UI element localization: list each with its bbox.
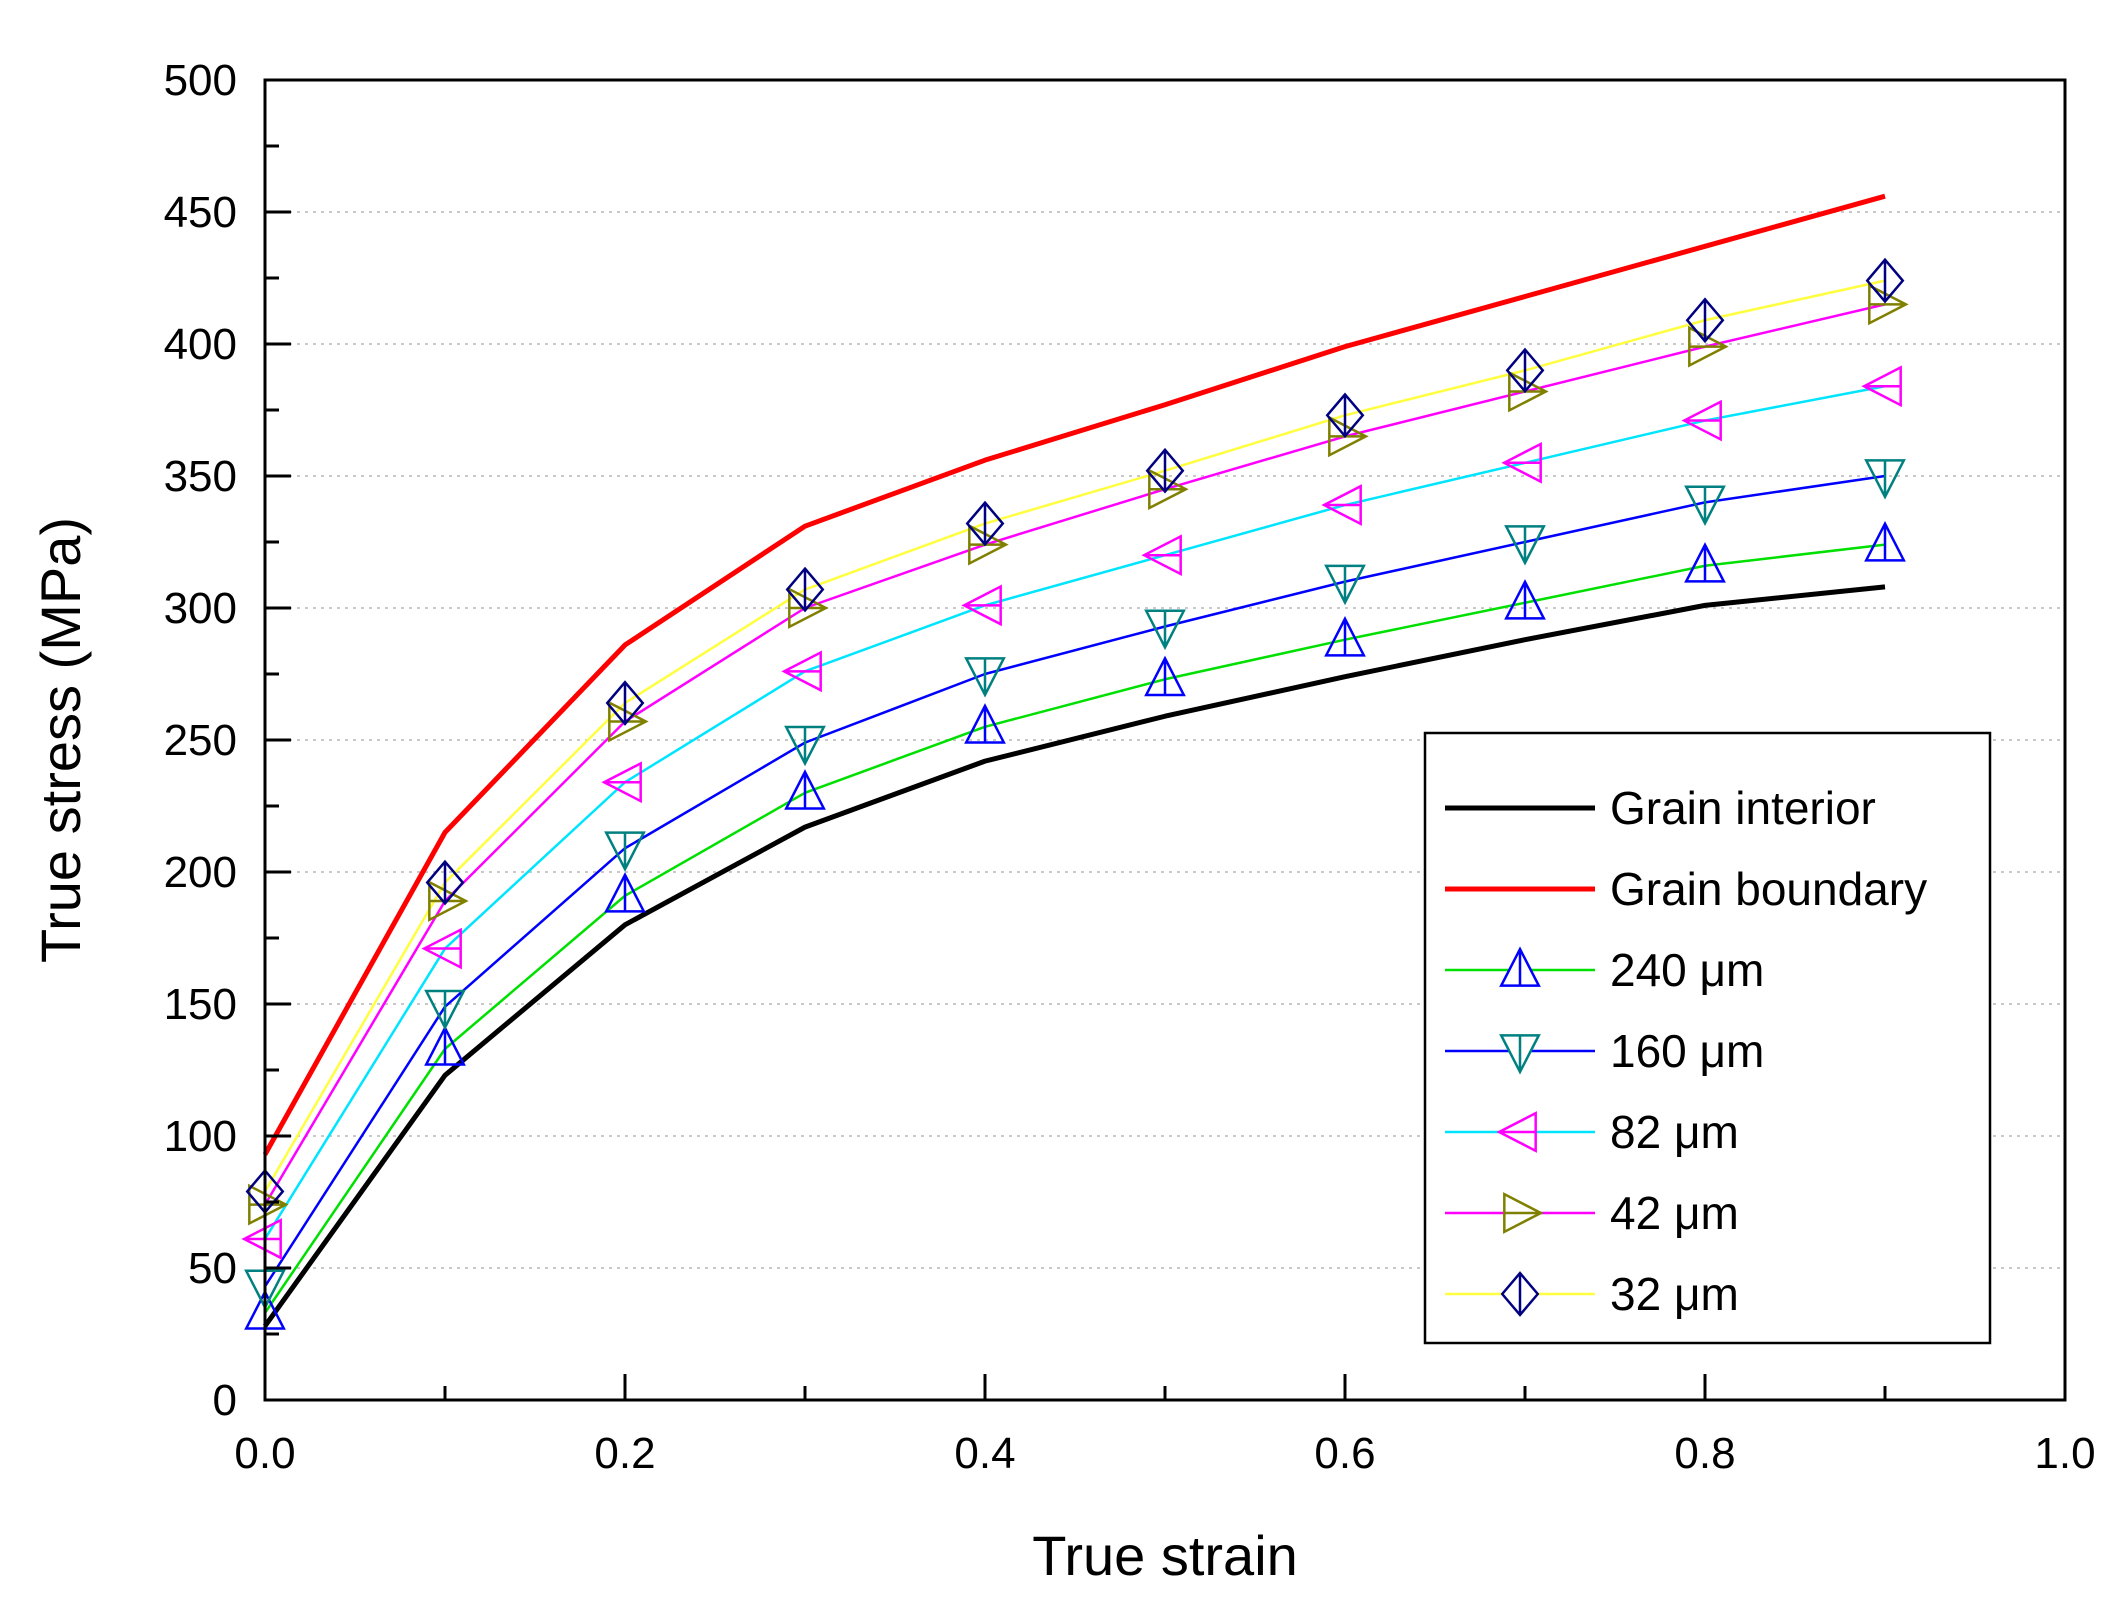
legend-label: 240 μm xyxy=(1610,944,1764,996)
y-tick-label: 450 xyxy=(164,188,237,237)
legend-label: Grain interior xyxy=(1610,782,1876,834)
data-point-marker xyxy=(1684,485,1726,527)
series-line xyxy=(263,543,1886,1314)
data-point-marker xyxy=(1144,609,1186,651)
data-point-marker xyxy=(1868,283,1909,326)
data-point-marker xyxy=(1144,655,1186,697)
y-tick-label: 150 xyxy=(164,980,237,1029)
legend-label: 42 μm xyxy=(1610,1187,1739,1239)
series-line xyxy=(263,303,1886,1206)
series-line xyxy=(262,584,1886,1328)
y-tick-label: 200 xyxy=(164,848,237,897)
y-tick-label: 300 xyxy=(164,584,237,633)
data-point-marker xyxy=(604,831,646,872)
legend-label: 160 μm xyxy=(1610,1025,1764,1077)
legend-marker-swatch xyxy=(1499,1034,1541,1075)
x-axis-title: True strain xyxy=(1032,1524,1298,1587)
data-point-marker xyxy=(1328,415,1369,458)
series-line xyxy=(263,279,1886,1193)
legend-label: 82 μm xyxy=(1610,1106,1739,1158)
legend-marker-swatch xyxy=(1499,946,1541,987)
x-tick-label: 0.2 xyxy=(594,1429,655,1478)
data-point-marker xyxy=(1685,297,1725,344)
series-line xyxy=(263,385,1886,1240)
data-point-marker xyxy=(605,680,645,726)
legend-label: 32 μm xyxy=(1610,1268,1739,1320)
data-point-marker xyxy=(1684,542,1726,583)
data-point-marker xyxy=(1504,579,1546,620)
axes: 0 50 100 150 200 250 300 350 400 450 500 0.0 0.2 0.4 0… xyxy=(164,56,2096,1478)
data-point-marker xyxy=(965,500,1005,547)
data-point-marker xyxy=(1865,257,1905,304)
data-point-marker xyxy=(1864,459,1906,500)
legend-label: Grain boundary xyxy=(1610,863,1927,915)
data-point-marker xyxy=(784,769,826,810)
data-point-marker xyxy=(964,657,1006,698)
x-tick-label: 0.8 xyxy=(1674,1429,1735,1478)
x-tick-label: 0.4 xyxy=(954,1429,1015,1478)
data-point-marker xyxy=(968,523,1009,566)
data-point-marker xyxy=(424,1025,466,1066)
data-point-marker xyxy=(1505,347,1545,394)
x-tick-label: 1.0 xyxy=(2034,1429,2095,1478)
legend-marker-swatch xyxy=(1496,1111,1537,1153)
data-point-marker xyxy=(1504,525,1546,566)
data-point-marker xyxy=(1324,616,1366,657)
data-point-marker xyxy=(1861,365,1902,408)
data-point-marker xyxy=(1508,370,1549,413)
series-line xyxy=(262,193,1886,1156)
y-tick-label: 0 xyxy=(213,1376,237,1425)
data-point-marker xyxy=(601,761,642,804)
series-lines xyxy=(262,193,1886,1328)
data-point-marker xyxy=(421,927,462,970)
data-point-marker xyxy=(781,650,822,693)
data-point-marker xyxy=(784,725,826,767)
y-tick-label: 500 xyxy=(164,56,237,105)
y-tick-label: 250 xyxy=(164,716,237,765)
data-point-marker xyxy=(241,1218,282,1260)
data-point-marker xyxy=(1681,399,1722,442)
data-point-marker xyxy=(425,859,465,906)
y-tick-label: 50 xyxy=(188,1244,237,1293)
data-point-marker xyxy=(604,872,646,913)
x-tick-label: 0.0 xyxy=(234,1429,295,1478)
data-point-marker xyxy=(964,703,1006,744)
data-point-marker xyxy=(785,566,825,613)
data-point-marker xyxy=(1145,447,1185,494)
data-point-marker xyxy=(1501,441,1542,484)
data-point-marker xyxy=(1324,564,1366,606)
y-tick-label: 350 xyxy=(164,452,237,501)
legend-marker-swatch xyxy=(1500,1271,1540,1317)
data-point-marker xyxy=(1321,484,1362,526)
legend-marker-swatch xyxy=(1503,1192,1544,1234)
data-point-marker xyxy=(961,584,1002,627)
x-tick-label: 0.6 xyxy=(1314,1429,1375,1478)
data-point-marker xyxy=(1325,392,1365,439)
data-point-marker xyxy=(1141,534,1182,577)
data-point-marker xyxy=(1864,521,1906,562)
y-tick-label: 100 xyxy=(164,1112,237,1161)
series-line xyxy=(263,474,1886,1288)
y-axis-title: True stress (MPa) xyxy=(29,517,92,963)
y-tick-label: 400 xyxy=(164,320,237,369)
data-point-marker xyxy=(248,1183,289,1226)
data-point-marker xyxy=(424,989,466,1031)
legend: Grain interior Grain boundary 240 μm 160 μm… xyxy=(1423,731,1992,1345)
